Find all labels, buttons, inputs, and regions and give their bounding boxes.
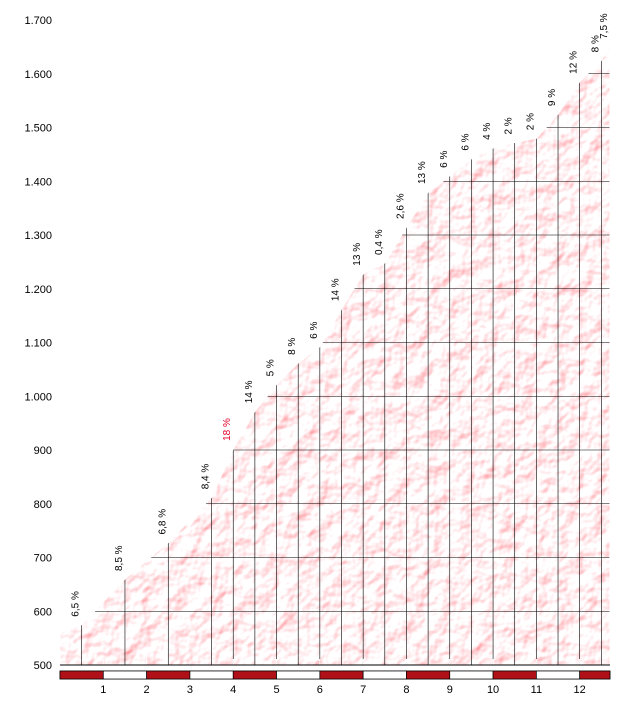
y-tick-label: 1.000 <box>24 391 52 403</box>
y-tick-label: 600 <box>34 606 52 618</box>
gradient-label: 13 % <box>352 243 363 266</box>
x-tick-label: 4 <box>230 684 236 696</box>
gradient-label: 9 % <box>547 89 558 106</box>
gradient-label: 2,6 % <box>395 193 406 219</box>
x-tick-label: 12 <box>574 684 586 696</box>
y-tick-label: 1.600 <box>24 69 52 81</box>
x-tick-label: 8 <box>403 684 409 696</box>
y-tick-label: 900 <box>34 445 52 457</box>
gradient-label: 6 % <box>439 151 450 168</box>
x-tick-label: 1 <box>100 684 106 696</box>
x-tick-label: 7 <box>360 684 366 696</box>
gradient-label: 7,5 % <box>599 13 610 39</box>
y-tick-label: 1.300 <box>24 230 52 242</box>
y-tick-label: 1.400 <box>24 176 52 188</box>
gradient-label: 2 % <box>525 113 536 130</box>
y-tick-label: 700 <box>34 553 52 565</box>
gradient-label: 4 % <box>482 123 493 140</box>
x-tick-label: 6 <box>317 684 323 696</box>
x-axis-stripe-cells <box>60 671 610 679</box>
gradient-label: 14 % <box>244 380 255 403</box>
elevation-profile-chart: 6,5 %8,5 %6,8 %8,4 %18 %14 %5 %8 %6 %14 … <box>0 0 620 704</box>
gradient-label: 6,5 % <box>71 591 82 617</box>
gradient-label: 8 % <box>287 338 298 355</box>
y-tick-label: 1.500 <box>24 123 52 135</box>
y-tick-label: 1.100 <box>24 338 52 350</box>
x-tick-label: 9 <box>447 684 453 696</box>
x-tick-label: 11 <box>531 684 542 696</box>
x-tick-label: 2 <box>144 684 150 696</box>
gradient-label: 13 % <box>417 161 428 184</box>
y-tick-label: 1.700 <box>24 15 52 27</box>
gradient-label: 8,5 % <box>114 545 125 571</box>
gradient-label: 12 % <box>569 51 580 74</box>
gradient-label: 5 % <box>266 359 277 376</box>
gradient-label: 6,8 % <box>157 509 168 535</box>
gradient-label: 0,4 % <box>374 229 385 255</box>
gradient-label: 18 % <box>222 418 233 441</box>
x-tick-label: 3 <box>187 684 193 696</box>
gradient-label: 8,4 % <box>201 464 212 490</box>
gradient-label: 6 % <box>460 133 471 150</box>
gradient-label: 6 % <box>309 321 320 338</box>
y-tick-label: 800 <box>34 499 52 511</box>
gradient-label: 2 % <box>504 117 515 134</box>
y-tick-label: 1.200 <box>24 284 52 296</box>
y-tick-label: 500 <box>34 660 52 672</box>
x-tick-label: 10 <box>487 684 499 696</box>
x-tick-label: 5 <box>273 684 279 696</box>
gradient-label: 14 % <box>330 278 341 301</box>
